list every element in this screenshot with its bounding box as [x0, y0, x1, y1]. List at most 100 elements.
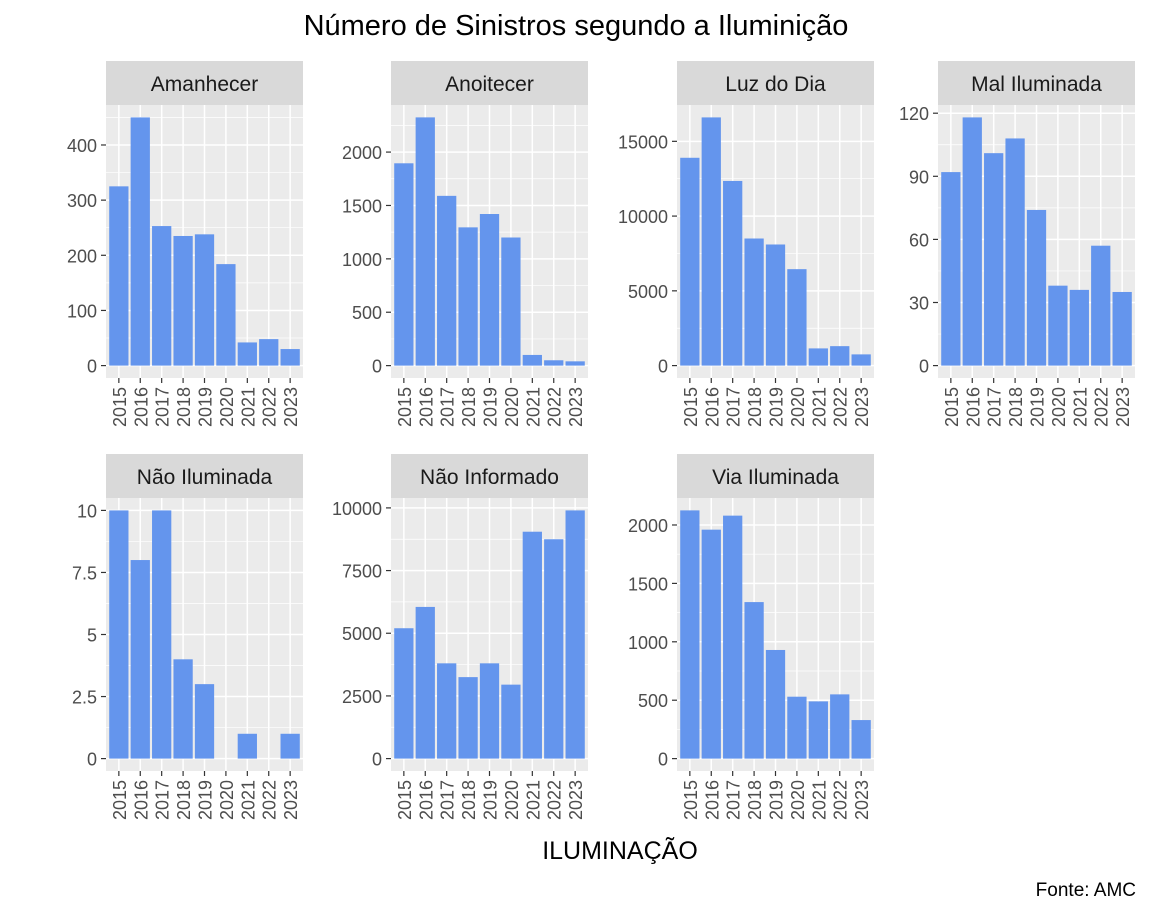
bar [522, 531, 542, 759]
bar [723, 515, 743, 759]
y-tick-label: 10000 [332, 499, 382, 519]
chart-title: Número de Sinistros segundo a Iluminição [303, 10, 849, 42]
x-tick-label: 2021 [809, 780, 829, 820]
x-tick-label: 2015 [395, 387, 415, 427]
x-tick-label: 2022 [260, 780, 280, 820]
x-tick-label: 2018 [1006, 387, 1026, 427]
y-tick-label: 5000 [628, 282, 668, 302]
bar [130, 560, 150, 759]
x-tick-label: 2018 [745, 387, 765, 427]
bar [851, 720, 871, 759]
x-tick-label: 2019 [1028, 387, 1048, 427]
bar [394, 163, 414, 366]
y-tick-label: 1500 [342, 196, 382, 216]
x-tick-label: 2015 [942, 387, 962, 427]
bar [941, 172, 961, 366]
bar [744, 238, 764, 366]
x-tick-label: 2022 [545, 780, 565, 820]
bar [501, 237, 521, 366]
x-tick-label: 2019 [481, 780, 501, 820]
x-tick-label: 2015 [110, 780, 130, 820]
y-tick-label: 0 [372, 357, 382, 377]
y-tick-label: 60 [909, 230, 929, 250]
bar [237, 733, 257, 759]
y-tick-label: 0 [372, 750, 382, 770]
x-tick-label: 2019 [196, 780, 216, 820]
x-tick-label: 2023 [1113, 387, 1133, 427]
x-tick-label: 2023 [281, 780, 301, 820]
y-tick-label: 1500 [628, 574, 668, 594]
bar [962, 117, 982, 366]
y-tick-label: 7500 [342, 562, 382, 582]
x-tick-label: 2022 [831, 780, 851, 820]
facet-strip [677, 61, 874, 105]
bar [544, 360, 564, 366]
bar [1048, 285, 1068, 366]
facet-strip [106, 61, 303, 105]
y-tick-label: 15000 [618, 132, 668, 152]
x-tick-label: 2022 [260, 387, 280, 427]
x-tick-label: 2017 [153, 780, 173, 820]
bar [701, 117, 721, 366]
x-tick-label: 2017 [153, 387, 173, 427]
facet-strip [938, 61, 1135, 105]
x-tick-label: 2021 [523, 780, 543, 820]
y-tick-label: 400 [67, 136, 97, 156]
facet-strip-label: Amanhecer [151, 73, 258, 96]
x-tick-label: 2015 [681, 780, 701, 820]
bar [280, 349, 300, 366]
y-tick-label: 2500 [342, 687, 382, 707]
y-tick-label: 2000 [628, 516, 668, 536]
bar [765, 649, 786, 759]
x-tick-label: 2021 [523, 387, 543, 427]
bar [415, 606, 435, 759]
x-tick-label: 2019 [767, 387, 787, 427]
x-tick-label: 2021 [238, 387, 258, 427]
y-tick-label: 2000 [342, 143, 382, 163]
x-tick-label: 2016 [131, 780, 151, 820]
x-tick-label: 2018 [174, 780, 194, 820]
y-tick-label: 0 [658, 357, 668, 377]
bar [259, 339, 279, 366]
y-tick-label: 10000 [618, 207, 668, 227]
bar [194, 684, 215, 759]
facet-strip [391, 454, 588, 498]
x-tick-label: 2020 [1049, 387, 1069, 427]
bar [565, 361, 585, 366]
x-tick-label: 2016 [702, 387, 722, 427]
x-tick-label: 2018 [459, 780, 479, 820]
bar [1091, 245, 1111, 366]
x-axis-title: ILUMINAÇÃO [542, 837, 698, 865]
bar [109, 510, 129, 759]
x-tick-label: 2023 [566, 387, 586, 427]
bar [744, 602, 764, 759]
bar [723, 180, 743, 366]
y-tick-label: 0 [658, 750, 668, 770]
x-tick-label: 2016 [702, 780, 722, 820]
y-tick-label: 500 [352, 303, 382, 323]
bar [152, 226, 172, 366]
bar [765, 244, 786, 366]
x-tick-label: 2017 [985, 387, 1005, 427]
x-tick-label: 2022 [545, 387, 565, 427]
facet-strip-label: Anoitecer [445, 73, 534, 96]
x-tick-label: 2019 [196, 387, 216, 427]
bar [437, 663, 457, 759]
x-tick-label: 2019 [481, 387, 501, 427]
facet-strip [677, 454, 874, 498]
x-tick-label: 2017 [438, 780, 458, 820]
x-tick-label: 2016 [416, 387, 436, 427]
y-tick-label: 10 [77, 501, 97, 521]
x-tick-label: 2020 [502, 780, 522, 820]
bar [851, 354, 871, 366]
bar [173, 235, 193, 366]
bar [787, 696, 807, 759]
bar [479, 663, 500, 759]
bar [437, 195, 457, 366]
bar [984, 153, 1004, 366]
bar [237, 342, 257, 366]
bar [830, 694, 850, 759]
y-tick-label: 5 [87, 626, 97, 646]
